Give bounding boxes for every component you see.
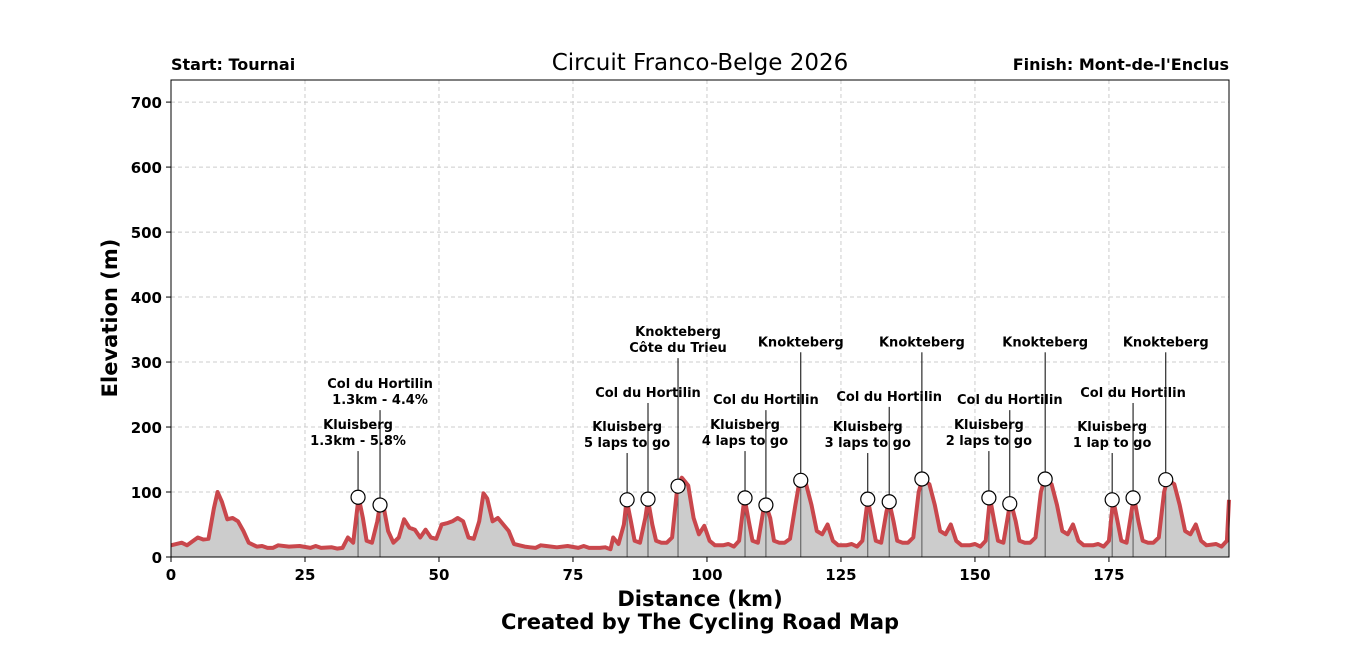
climb-marker [881,494,897,510]
x-tick-label: 125 [825,566,856,584]
climb-label: Col du Hortilin [1080,386,1186,401]
y-tick-label: 100 [131,484,162,502]
climb-marker [793,472,809,488]
climb-marker [619,492,635,508]
climb-marker [1125,490,1141,506]
climb-marker [670,478,686,494]
profile-area [171,477,1229,557]
chart-title: Circuit Franco-Belge 2026 [552,50,849,76]
climb-label: Côte du Trieu [629,341,727,356]
climb-label: Knokteberg [758,335,844,350]
climb-marker [640,491,656,507]
y-tick-label: 300 [131,354,162,372]
y-tick-label: 600 [131,159,162,177]
climb-marker [860,491,876,507]
x-tick-label: 0 [166,566,176,584]
y-tick-label: 700 [131,94,162,112]
climb-label: Knokteberg [1123,335,1209,350]
y-axis-label: Elevation (m) [98,239,122,398]
y-tick-label: 200 [131,419,162,437]
climb-label: 1.3km - 4.4% [332,393,428,408]
climb-label: Kluisberg [833,420,903,435]
credit: Created by The Cycling Road Map [501,610,899,634]
climb-label: Knokteberg [1002,335,1088,350]
climb-label: Knokteberg [635,325,721,340]
start-label: Start: Tournai [171,55,295,74]
climb-label: Knokteberg [879,335,965,350]
climb-marker [372,497,388,513]
x-tick-label: 75 [563,566,584,584]
climb-marker [914,471,930,487]
climb-label: 1 lap to go [1073,436,1152,451]
x-tick-label: 50 [429,566,450,584]
climb-label: Col du Hortilin [713,393,819,408]
climb-label: Col du Hortilin [595,386,701,401]
x-axis-label: Distance (km) [617,587,782,611]
climb-label: Kluisberg [592,420,662,435]
climb-label: 2 laps to go [946,434,1032,449]
profile-line [170,475,1231,552]
climb-marker [1158,472,1174,488]
x-tick-label: 150 [959,566,990,584]
climb-label: Kluisberg [954,418,1024,433]
x-tick-label: 175 [1093,566,1124,584]
climb-label: 4 laps to go [702,434,788,449]
x-tick-label: 100 [691,566,722,584]
climb-label: Kluisberg [710,418,780,433]
climb-label: Col du Hortilin [836,390,942,405]
y-tick-label: 0 [152,549,162,567]
climb-marker [1002,496,1018,512]
climb-marker [1104,492,1120,508]
y-tick-label: 500 [131,224,162,242]
climb-marker [758,497,774,513]
climb-label: 1.3km - 5.8% [310,434,406,449]
finish-label: Finish: Mont-de-l'Enclus [1013,55,1229,74]
climb-label: Col du Hortilin [957,393,1063,408]
x-tick-label: 25 [295,566,316,584]
climb-marker [981,490,997,506]
climb-label: 5 laps to go [584,436,670,451]
climb-label: Kluisberg [323,418,393,433]
climb-marker [1037,471,1053,487]
plot-frame [170,79,1230,558]
climb-marker [737,490,753,506]
climb-marker [350,489,366,505]
climb-label: Col du Hortilin [327,377,433,392]
climb-label: 3 laps to go [825,436,911,451]
climb-label: Kluisberg [1077,420,1147,435]
y-tick-label: 400 [131,289,162,307]
